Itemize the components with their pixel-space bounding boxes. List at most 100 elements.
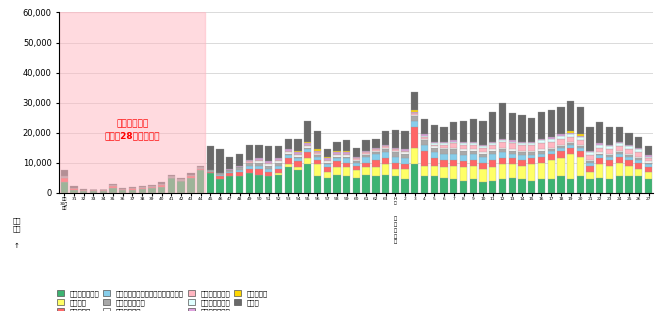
Bar — [635, 176, 642, 193]
Bar — [343, 176, 350, 193]
Bar — [61, 178, 68, 182]
Bar — [382, 152, 389, 158]
Bar — [577, 134, 584, 136]
Bar — [557, 158, 564, 176]
Bar — [509, 151, 516, 154]
Bar — [187, 178, 195, 193]
Bar — [275, 173, 282, 175]
Bar — [304, 146, 312, 148]
Bar — [294, 158, 302, 161]
Bar — [275, 160, 282, 161]
Bar — [284, 158, 292, 164]
Bar — [499, 148, 506, 149]
Bar — [178, 178, 185, 179]
Bar — [577, 107, 584, 134]
Bar — [421, 145, 428, 151]
Bar — [139, 188, 146, 189]
Bar — [596, 158, 603, 164]
Bar — [548, 149, 555, 151]
Bar — [139, 189, 146, 193]
Bar — [343, 154, 350, 155]
Bar — [246, 173, 253, 193]
Bar — [596, 143, 603, 145]
Bar — [577, 148, 584, 151]
Bar — [645, 146, 652, 155]
Bar — [411, 127, 418, 148]
Bar — [440, 127, 447, 142]
Bar — [479, 121, 486, 145]
Bar — [587, 161, 594, 163]
Bar — [548, 110, 555, 137]
Bar — [372, 176, 379, 193]
Bar — [275, 163, 282, 166]
Bar — [606, 146, 613, 149]
Bar — [71, 190, 78, 193]
Bar — [479, 145, 486, 146]
Bar — [567, 154, 574, 179]
Bar — [323, 178, 331, 193]
Bar — [333, 155, 341, 157]
Bar — [304, 145, 312, 146]
Bar — [518, 151, 525, 152]
Bar — [110, 186, 117, 188]
Bar — [187, 173, 195, 175]
Bar — [440, 142, 447, 143]
Bar — [372, 148, 379, 149]
Bar — [587, 152, 594, 155]
Bar — [61, 170, 68, 176]
Bar — [372, 149, 379, 151]
Bar — [548, 139, 555, 142]
Bar — [314, 164, 321, 176]
Bar — [333, 154, 341, 155]
Bar — [557, 139, 564, 145]
Bar — [401, 169, 409, 179]
Bar — [567, 145, 574, 148]
Bar — [645, 163, 652, 164]
Bar — [216, 173, 224, 175]
Bar — [440, 145, 447, 148]
Bar — [440, 143, 447, 145]
Bar — [362, 175, 370, 193]
Bar — [71, 186, 78, 188]
Bar — [119, 189, 126, 190]
Bar — [470, 179, 477, 193]
Bar — [343, 167, 350, 176]
Bar — [557, 151, 564, 158]
Bar — [538, 149, 545, 151]
Bar — [577, 136, 584, 137]
Bar — [489, 154, 496, 160]
Bar — [362, 163, 370, 167]
Bar — [158, 184, 165, 185]
Bar — [596, 164, 603, 178]
Bar — [401, 149, 409, 151]
Bar — [411, 148, 418, 164]
Bar — [479, 182, 486, 193]
Bar — [352, 158, 360, 160]
Bar — [314, 155, 321, 157]
Bar — [265, 163, 273, 164]
Bar — [460, 121, 467, 142]
Bar — [352, 160, 360, 161]
Bar — [577, 146, 584, 148]
Bar — [352, 170, 360, 178]
Text: ↑: ↑ — [14, 243, 19, 248]
Bar — [284, 149, 292, 151]
Bar — [450, 122, 457, 140]
Bar — [323, 163, 331, 164]
Bar — [391, 130, 399, 148]
Bar — [265, 164, 273, 166]
Bar — [528, 142, 535, 143]
Bar — [216, 179, 224, 193]
Bar — [587, 151, 594, 152]
Bar — [479, 157, 486, 163]
Bar — [187, 175, 195, 176]
Bar — [391, 157, 399, 163]
Bar — [596, 148, 603, 152]
Bar — [401, 179, 409, 193]
Bar — [606, 179, 613, 193]
Bar — [139, 186, 146, 187]
Bar — [548, 137, 555, 139]
Bar — [489, 160, 496, 167]
Bar — [616, 146, 623, 151]
Bar — [450, 142, 457, 143]
